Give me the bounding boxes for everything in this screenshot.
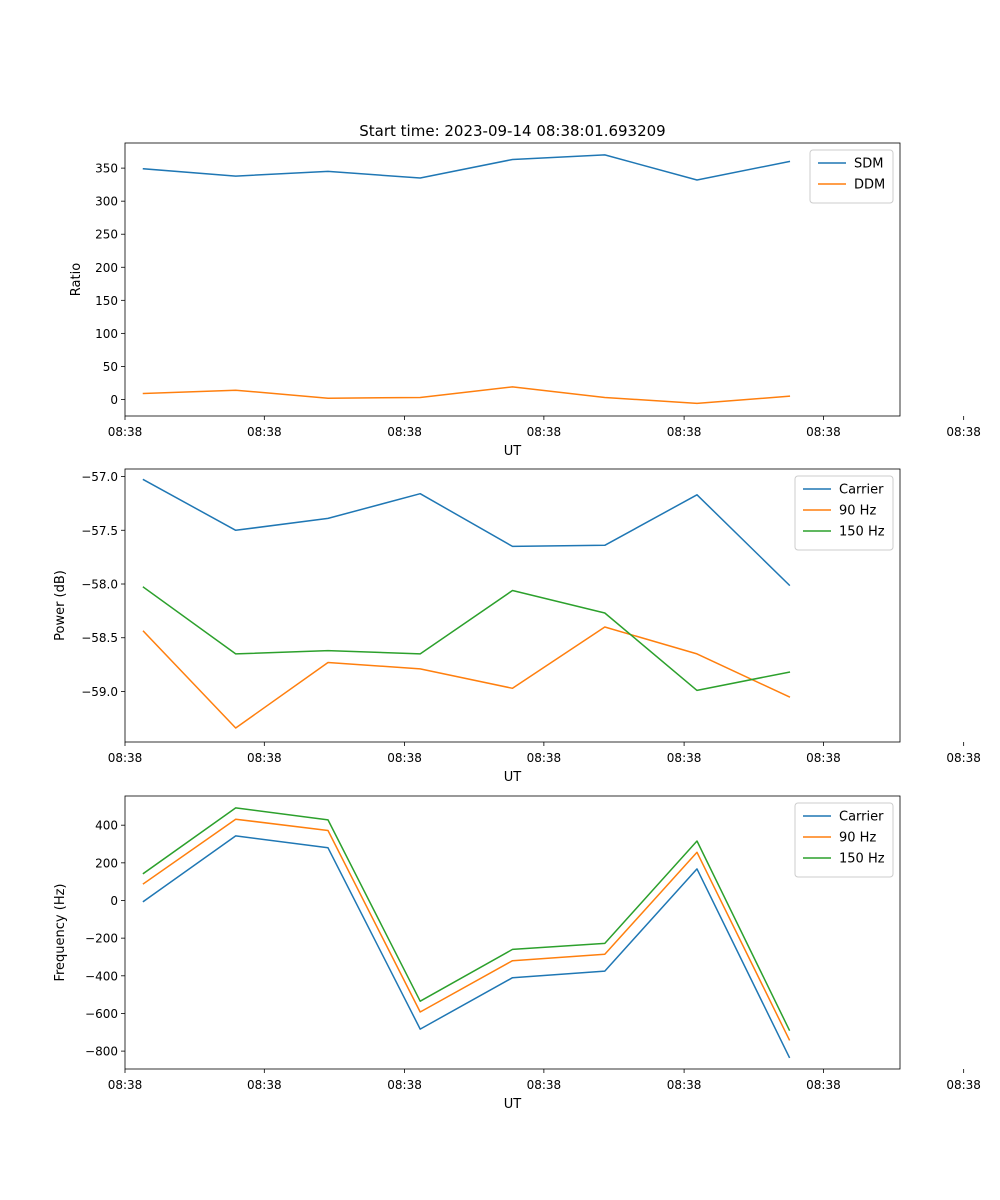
x-tick-label: 08:38 <box>806 751 841 765</box>
y-tick-label: −57.5 <box>81 524 118 538</box>
legend-label-carrier: Carrier <box>839 810 884 825</box>
legend-label-carrier: Carrier <box>839 483 884 498</box>
y-tick-label: 200 <box>95 856 118 870</box>
series-line-sdm <box>142 154 791 181</box>
y-tick-label: 100 <box>95 327 118 341</box>
x-tick-label: 08:38 <box>387 1078 422 1092</box>
plot-area <box>125 143 900 416</box>
y-tick-label: −200 <box>85 932 118 946</box>
y-tick-label: −800 <box>85 1045 118 1059</box>
plot-area <box>125 469 900 742</box>
x-tick-label: 08:38 <box>527 751 562 765</box>
x-tick-label: 08:38 <box>108 425 143 439</box>
x-axis-label: UT <box>504 1097 522 1112</box>
legend-label-150-hz: 150 Hz <box>839 852 885 867</box>
series-line-ddm <box>142 386 791 405</box>
x-tick-label: 08:38 <box>108 751 143 765</box>
x-tick-label: 08:38 <box>667 751 702 765</box>
legend-label-90-hz: 90 Hz <box>839 504 876 519</box>
y-tick-label: 200 <box>95 261 118 275</box>
y-tick-label: 300 <box>95 195 118 209</box>
axes-frame <box>124 142 901 417</box>
x-tick-label: 08:38 <box>527 425 562 439</box>
axes-frame <box>124 795 901 1070</box>
x-tick-label: 08:38 <box>387 425 422 439</box>
panels: 08:38 08:38 08:38 08:38 08:38 08:38 08:38 0 50 10… <box>53 142 981 1112</box>
y-axis-label: Ratio <box>69 263 84 296</box>
axes-frame <box>124 468 901 743</box>
legend-label-ddm: DDM <box>854 178 885 193</box>
y-axis-label: Frequency (Hz) <box>53 883 68 981</box>
x-axis-label: UT <box>504 770 522 785</box>
y-tick-label: 150 <box>95 294 118 308</box>
y-tick-label: −400 <box>85 969 118 983</box>
y-tick-label: 250 <box>95 228 118 242</box>
y-tick-label: 0 <box>110 894 118 908</box>
legend: Carrier 90 Hz 150 Hz <box>794 475 894 551</box>
x-tick-label: 08:38 <box>108 1078 143 1092</box>
series-line-carrier <box>142 835 791 1059</box>
series-line-carrier <box>142 478 791 587</box>
y-tick-label: −600 <box>85 1007 118 1021</box>
legend-label-150-hz: 150 Hz <box>839 525 885 540</box>
y-tick-label: −58.0 <box>81 578 118 592</box>
x-tick-label: 08:38 <box>667 1078 702 1092</box>
x-tick-label: 08:38 <box>946 751 981 765</box>
panel-2: 08:38 08:38 08:38 08:38 08:38 08:38 08:38 −59.0… <box>53 468 981 785</box>
y-tick-label: −59.0 <box>81 685 118 699</box>
x-tick-label: 08:38 <box>387 751 422 765</box>
x-tick-label: 08:38 <box>247 425 282 439</box>
y-tick-label: 0 <box>110 393 118 407</box>
series-line-90-hz <box>142 818 791 1041</box>
legend-label-sdm: SDM <box>854 157 883 172</box>
y-tick-label: 400 <box>95 819 118 833</box>
x-tick-label: 08:38 <box>946 1078 981 1092</box>
series-line-90-hz <box>142 626 791 729</box>
series-line-150-hz <box>142 586 791 692</box>
plot-area <box>125 796 900 1069</box>
x-tick-label: 08:38 <box>806 1078 841 1092</box>
y-tick-label: 50 <box>103 360 118 374</box>
panel-1: 08:38 08:38 08:38 08:38 08:38 08:38 08:38 0 50 10… <box>69 142 981 459</box>
y-tick-label: 350 <box>95 162 118 176</box>
y-axis-label: Power (dB) <box>53 570 68 641</box>
legend: Carrier 90 Hz 150 Hz <box>794 802 894 878</box>
figure-title: Start time: 2023-09-14 08:38:01.693209 <box>359 122 665 140</box>
legend-label-90-hz: 90 Hz <box>839 831 876 846</box>
series-line-150-hz <box>142 807 791 1032</box>
x-tick-label: 08:38 <box>946 425 981 439</box>
y-tick-label: −57.0 <box>81 470 118 484</box>
x-tick-label: 08:38 <box>247 1078 282 1092</box>
x-axis-label: UT <box>504 444 522 459</box>
x-tick-label: 08:38 <box>667 425 702 439</box>
panel-3: 08:38 08:38 08:38 08:38 08:38 08:38 08:38 −800 −… <box>53 795 981 1112</box>
x-tick-label: 08:38 <box>527 1078 562 1092</box>
legend: SDM DDM <box>809 149 894 204</box>
x-tick-label: 08:38 <box>806 425 841 439</box>
y-tick-label: −58.5 <box>81 631 118 645</box>
x-tick-label: 08:38 <box>247 751 282 765</box>
